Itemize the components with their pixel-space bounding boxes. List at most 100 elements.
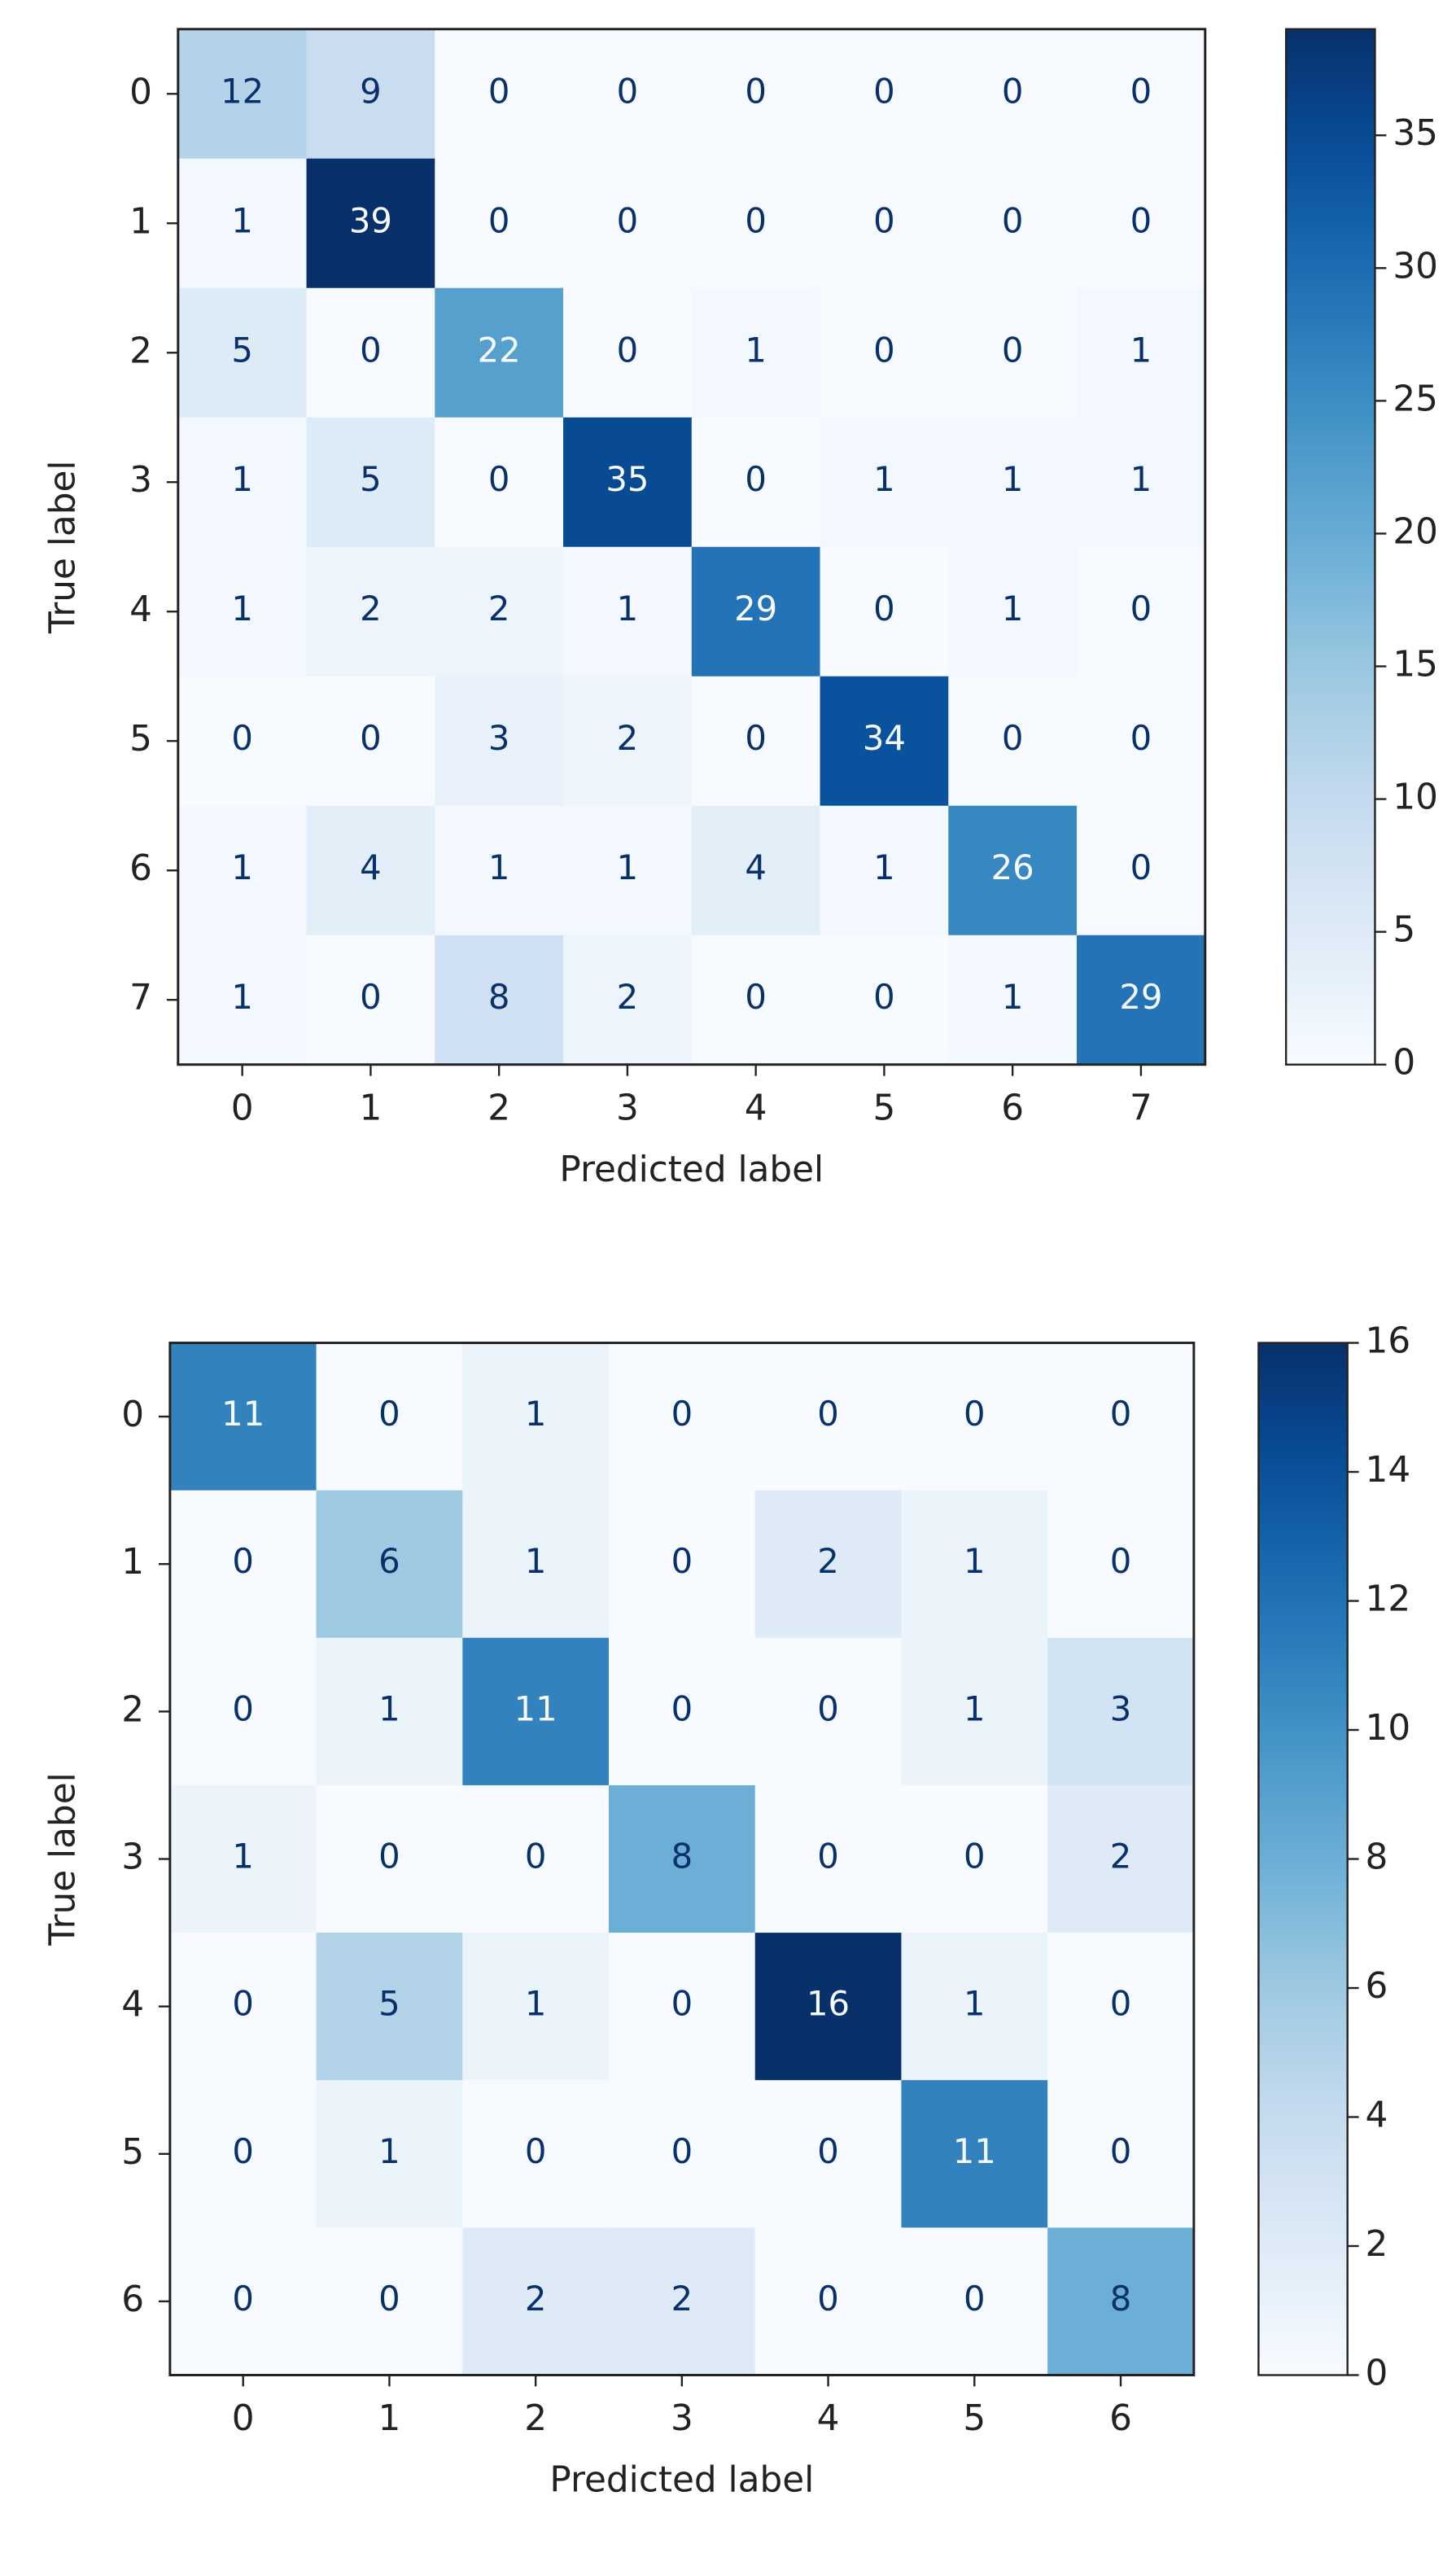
heatmap-cell: [691, 28, 821, 160]
heatmap-cell: [306, 935, 436, 1066]
cell-value: 12: [221, 71, 264, 111]
heatmap-cell: [563, 28, 693, 160]
cell-value: 1: [1130, 330, 1152, 370]
x-tick-label: 4: [817, 2397, 840, 2439]
cell-value: 2: [488, 589, 510, 628]
cell-value: 29: [734, 589, 777, 628]
heatmap-cell: [609, 1637, 756, 1786]
cell-value: 4: [360, 847, 382, 887]
cell-value: 2: [617, 977, 639, 1017]
cell-value: 0: [817, 1688, 839, 1728]
cell-value: 0: [488, 459, 510, 499]
heatmap-cell: [609, 1490, 756, 1639]
heatmap-cell: [820, 417, 950, 548]
cell-value: 0: [378, 2279, 400, 2319]
cell-value: 35: [606, 459, 649, 499]
heatmap-cell: [563, 546, 693, 677]
cell-value: 34: [863, 718, 906, 758]
x-tick-label: 1: [359, 1087, 382, 1128]
cell-value: 1: [1002, 589, 1024, 628]
x-tick-label: 7: [1130, 1087, 1152, 1128]
heatmap-cell: [820, 935, 950, 1066]
cell-value: 0: [232, 1984, 254, 2024]
colorbar-tick-label: 14: [1366, 1449, 1411, 1491]
y-tick-label: 3: [121, 1837, 144, 1878]
heatmap-cell: [948, 676, 1078, 807]
colorbar-tick-label: 10: [1366, 1707, 1411, 1749]
cell-value: 0: [745, 459, 767, 499]
heatmap-cell: [609, 1342, 756, 1491]
heatmap-cell: [177, 935, 308, 1066]
cell-value: 16: [807, 1984, 850, 2024]
cell-value: 0: [873, 200, 895, 240]
cell-value: 1: [232, 1837, 254, 1876]
heatmap-cell: [901, 2080, 1049, 2229]
heatmap-cell: [316, 1933, 464, 2082]
cell-value: 1: [617, 847, 639, 887]
cell-value: 2: [671, 2279, 693, 2319]
heatmap-cell: [316, 1784, 464, 1934]
colorbar-tick-label: 5: [1393, 909, 1415, 951]
heatmap-cell: [1047, 1933, 1195, 2082]
y-tick-label: 1: [121, 1541, 144, 1583]
heatmap-cell: [1077, 805, 1206, 936]
plot-frame: [177, 28, 1207, 1066]
heatmap-cell: [169, 1342, 317, 1491]
cell-value: 0: [617, 330, 639, 370]
cell-value: 0: [1110, 1541, 1132, 1581]
x-tick-label: 0: [232, 2397, 255, 2439]
heatmap-cell: [306, 287, 436, 418]
heatmap-cell: [306, 28, 436, 160]
heatmap-cell: [316, 2080, 464, 2229]
colorbar-tick-label: 25: [1393, 378, 1438, 419]
heatmap-cell: [169, 1933, 317, 2082]
cell-value: 0: [671, 1394, 693, 1434]
heatmap-cell: [462, 1637, 610, 1786]
cell-value: 0: [1002, 330, 1024, 370]
cell-value: 0: [671, 1984, 693, 2024]
heatmap-cell: [754, 2080, 903, 2229]
cell-value: 11: [514, 1688, 557, 1728]
heatmap-cell: [609, 1933, 756, 2082]
cell-value: 1: [231, 847, 253, 887]
y-tick-label: 3: [129, 459, 152, 501]
x-tick-label: 6: [1109, 2397, 1132, 2439]
cell-value: 1: [873, 459, 895, 499]
heatmap-cell: [435, 805, 565, 936]
colorbar-tick-label: 8: [1366, 1837, 1388, 1878]
cell-value: 0: [1110, 1984, 1132, 2024]
cell-value: 5: [360, 459, 382, 499]
cell-value: 0: [745, 71, 767, 111]
heatmap-cell: [1047, 2080, 1195, 2229]
cell-value: 8: [1110, 2279, 1132, 2319]
heatmap-cell: [306, 417, 436, 548]
cell-value: 1: [964, 1984, 986, 2024]
heatmap-cell: [563, 935, 693, 1066]
x-axis-label: Predicted label: [559, 1149, 824, 1190]
cell-value: 0: [488, 200, 510, 240]
heatmap-cell: [1077, 676, 1206, 807]
y-axis-label: True label: [42, 1772, 84, 1946]
y-tick-label: 1: [129, 200, 152, 242]
heatmap-cell: [691, 287, 821, 418]
heatmap-cell: [435, 935, 565, 1066]
cell-value: 8: [488, 977, 510, 1017]
heatmap-cell: [1077, 287, 1206, 418]
cell-value: 0: [1110, 1394, 1132, 1434]
heatmap-cell: [1047, 1490, 1195, 1639]
heatmap-cell: [1077, 158, 1206, 289]
heatmap-cell: [435, 158, 565, 289]
cell-value: 2: [617, 718, 639, 758]
cell-value: 1: [525, 1984, 547, 2024]
heatmap-cell: [948, 546, 1078, 677]
heatmap-cell: [820, 287, 950, 418]
cell-value: 1: [1002, 977, 1024, 1017]
cell-value: 1: [745, 330, 767, 370]
cell-value: 1: [1130, 459, 1152, 499]
cell-value: 1: [1002, 459, 1024, 499]
y-tick-label: 6: [121, 2279, 144, 2320]
y-axis-label: True label: [42, 460, 84, 634]
cell-value: 0: [671, 1541, 693, 1581]
cell-value: 3: [1110, 1688, 1132, 1728]
heatmap-cell: [609, 2080, 756, 2229]
